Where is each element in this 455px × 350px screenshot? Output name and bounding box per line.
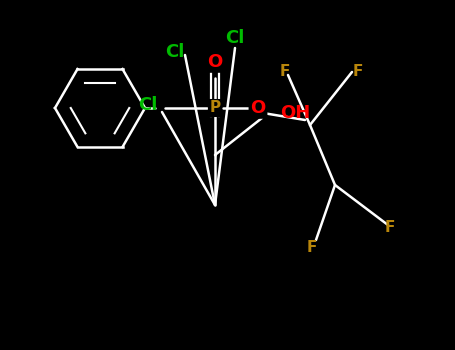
Text: Cl: Cl <box>165 43 185 61</box>
Text: F: F <box>280 64 290 79</box>
Text: P: P <box>209 100 221 116</box>
Text: F: F <box>353 64 363 79</box>
Text: O: O <box>250 99 266 117</box>
Text: F: F <box>307 240 317 256</box>
Text: O: O <box>207 53 222 71</box>
Text: OH: OH <box>280 104 310 122</box>
Text: Cl: Cl <box>225 29 245 47</box>
Text: Cl: Cl <box>138 96 158 114</box>
Text: F: F <box>385 220 395 236</box>
